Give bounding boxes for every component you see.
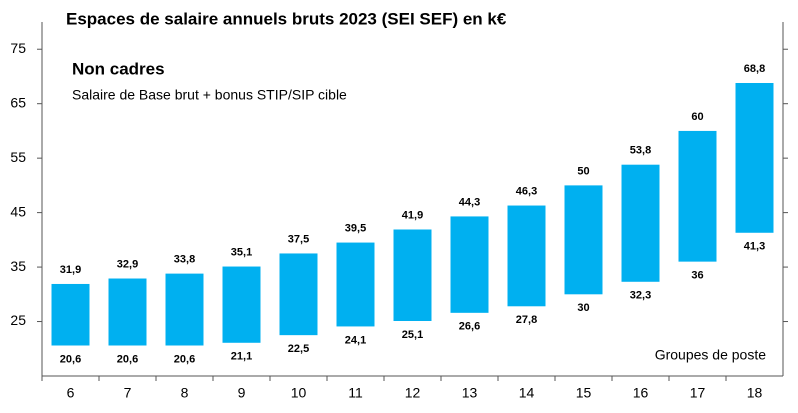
bar [678,130,717,262]
bar [621,164,660,282]
x-tick-label: 9 [238,385,246,401]
bar [108,278,147,346]
value-label: 21,1 [231,351,252,363]
x-tick-label: 15 [576,385,592,401]
value-label: 37,5 [288,233,309,245]
bar [735,82,774,233]
x-tick-label: 14 [519,385,535,401]
value-label: 41,9 [402,209,423,221]
x-axis-title: Groupes de poste [655,347,767,363]
value-label: 30 [577,302,589,314]
value-label: 33,8 [174,254,195,266]
value-label: 20,6 [60,353,81,365]
x-tick-label: 12 [405,385,421,401]
bar [564,185,603,295]
value-label: 20,6 [174,353,195,365]
bar [279,253,318,336]
value-label: 32,9 [117,258,138,270]
value-label: 35,1 [231,246,252,258]
x-tick-label: 7 [124,385,132,401]
x-tick-label: 13 [462,385,478,401]
chart-note: Salaire de Base brut + bonus STIP/SIP ci… [72,87,347,103]
x-tick-label: 16 [633,385,649,401]
x-tick-label: 17 [690,385,706,401]
y-tick-label: 45 [10,203,26,219]
chart-subtitle: Non cadres [72,59,165,78]
value-label: 31,9 [60,264,81,276]
bar [336,242,375,327]
y-tick-label: 65 [10,94,26,110]
value-label: 39,5 [345,222,366,234]
x-tick-label: 11 [348,385,363,401]
y-tick-label: 35 [10,258,26,274]
value-label: 27,8 [516,314,537,326]
x-tick-label: 10 [291,385,307,401]
bar [450,216,489,313]
bar [393,229,432,321]
x-tick-label: 6 [67,385,75,401]
y-tick-label: 25 [10,312,26,328]
value-label: 60 [691,111,703,123]
x-tick-label: 8 [181,385,189,401]
value-label: 53,8 [630,145,651,157]
y-tick-label: 55 [10,149,26,165]
bar [165,273,204,346]
value-label: 20,6 [117,353,138,365]
value-label: 32,3 [630,290,651,302]
value-label: 36 [691,270,703,282]
chart-title: Espaces de salaire annuels bruts 2023 (S… [66,9,507,28]
bar [507,205,546,307]
value-label: 50 [577,165,589,177]
bar [222,266,261,343]
x-tick-label: 18 [747,385,763,401]
value-label: 44,3 [459,196,480,208]
value-label: 22,5 [288,343,309,355]
value-label: 24,1 [345,334,366,346]
value-label: 68,8 [744,63,765,75]
value-label: 41,3 [744,241,765,253]
y-tick-label: 75 [10,40,26,56]
bar [51,283,90,346]
value-label: 46,3 [516,185,537,197]
value-label: 25,1 [402,329,423,341]
value-label: 26,6 [459,321,480,333]
